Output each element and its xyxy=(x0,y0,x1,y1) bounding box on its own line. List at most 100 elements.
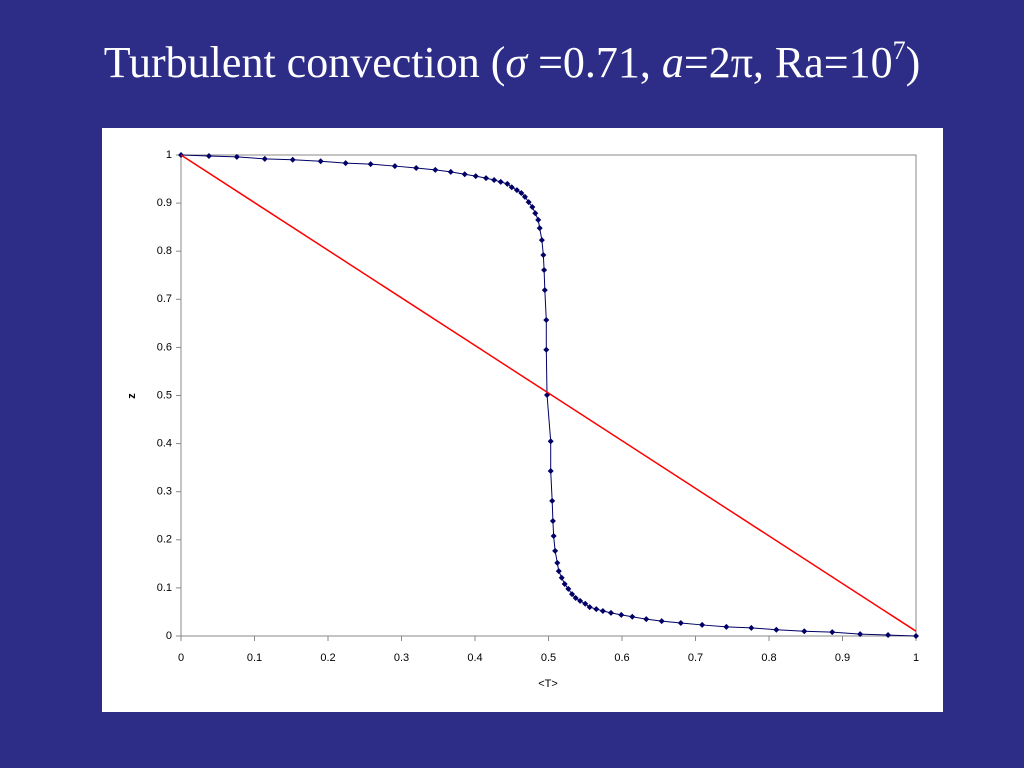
y-tick-label: 0.9 xyxy=(157,197,172,209)
x-tick-label: 0.8 xyxy=(761,652,776,664)
data-point xyxy=(508,184,515,191)
data-point xyxy=(723,623,730,630)
title-part: ) xyxy=(905,38,921,87)
title-part: =2π, Ra=10 xyxy=(683,38,893,87)
data-point xyxy=(618,611,625,618)
data-point xyxy=(317,158,324,165)
data-point xyxy=(565,585,572,592)
data-point xyxy=(472,173,479,180)
data-point xyxy=(538,237,545,244)
data-point xyxy=(549,497,556,504)
data-point xyxy=(432,166,439,173)
data-point xyxy=(391,163,398,170)
y-tick-label: 0.1 xyxy=(157,582,172,594)
data-point xyxy=(885,632,892,639)
y-tick-label: 0.4 xyxy=(157,438,172,450)
data-point xyxy=(541,287,548,294)
y-tick-label: 0.6 xyxy=(157,341,172,353)
data-point xyxy=(549,518,556,525)
data-point xyxy=(593,606,600,613)
title-part: a xyxy=(661,38,684,87)
data-point xyxy=(497,178,504,185)
data-point xyxy=(543,346,550,353)
slide-title: Turbulent convection (σ =0.71, a=2π, Ra=… xyxy=(0,36,1024,88)
data-point xyxy=(461,171,468,178)
data-point xyxy=(577,597,584,604)
x-tick-label: 0 xyxy=(178,652,184,664)
data-point xyxy=(582,600,589,607)
y-tick-label: 1 xyxy=(166,149,172,161)
data-point xyxy=(599,607,606,614)
data-point xyxy=(547,438,554,445)
series-line xyxy=(180,154,917,632)
data-point xyxy=(521,193,528,200)
data-point xyxy=(367,161,374,168)
data-point xyxy=(532,210,539,217)
y-tick-label: 0.3 xyxy=(157,486,172,498)
data-point xyxy=(629,613,636,620)
data-point xyxy=(413,164,420,171)
data-point xyxy=(550,532,557,539)
data-point xyxy=(643,616,650,623)
data-point xyxy=(491,177,498,184)
data-point xyxy=(699,621,706,628)
data-point xyxy=(561,581,568,588)
data-point xyxy=(535,216,542,223)
x-tick-label: 0.5 xyxy=(541,652,556,664)
x-tick-label: 0.2 xyxy=(320,652,335,664)
data-point xyxy=(289,156,296,163)
data-point xyxy=(541,266,548,273)
title-part: 7 xyxy=(892,36,906,65)
data-point xyxy=(536,225,543,232)
title-part: =0.71, xyxy=(527,38,662,87)
x-tick-label: 0.7 xyxy=(688,652,703,664)
data-point xyxy=(447,168,454,175)
x-tick-label: 0.1 xyxy=(247,652,262,664)
data-point xyxy=(525,199,532,206)
y-tick-label: 0 xyxy=(166,630,172,642)
data-point xyxy=(569,591,576,598)
data-point xyxy=(547,468,554,475)
title-part: σ xyxy=(505,38,528,87)
y-tick-label: 0.2 xyxy=(157,534,172,546)
data-point xyxy=(529,203,536,210)
data-point xyxy=(572,595,579,602)
data-point xyxy=(658,618,665,625)
data-point xyxy=(543,316,550,323)
x-tick-label: 0.4 xyxy=(467,652,482,664)
data-point xyxy=(558,574,565,581)
data-point xyxy=(233,153,240,160)
data-point xyxy=(554,559,561,566)
data-point xyxy=(677,620,684,627)
x-axis-label: <T> xyxy=(538,678,558,690)
data-point xyxy=(555,568,562,575)
y-tick-label: 0.5 xyxy=(157,389,172,401)
data-point xyxy=(342,160,349,167)
x-tick-label: 1 xyxy=(913,652,919,664)
data-point xyxy=(748,624,755,631)
x-tick-label: 0.6 xyxy=(614,652,629,664)
data-point xyxy=(513,187,520,194)
data-point xyxy=(586,604,593,611)
data-point xyxy=(518,189,525,196)
data-point xyxy=(913,633,919,639)
data-point xyxy=(483,175,490,182)
data-point xyxy=(829,629,836,636)
data-point xyxy=(261,155,268,162)
data-point xyxy=(552,547,559,554)
data-point xyxy=(801,628,808,635)
y-axis-label: z xyxy=(126,393,138,399)
x-tick-label: 0.9 xyxy=(835,652,850,664)
data-point xyxy=(540,252,547,259)
data-point xyxy=(607,609,614,616)
x-tick-label: 0.3 xyxy=(394,652,409,664)
data-point xyxy=(504,180,511,187)
y-tick-label: 0.7 xyxy=(157,293,172,305)
data-point xyxy=(773,626,780,633)
data-point xyxy=(205,152,212,159)
data-point xyxy=(857,631,864,638)
title-part: Turbulent convection ( xyxy=(103,38,506,87)
y-tick-label: 0.8 xyxy=(157,245,172,257)
